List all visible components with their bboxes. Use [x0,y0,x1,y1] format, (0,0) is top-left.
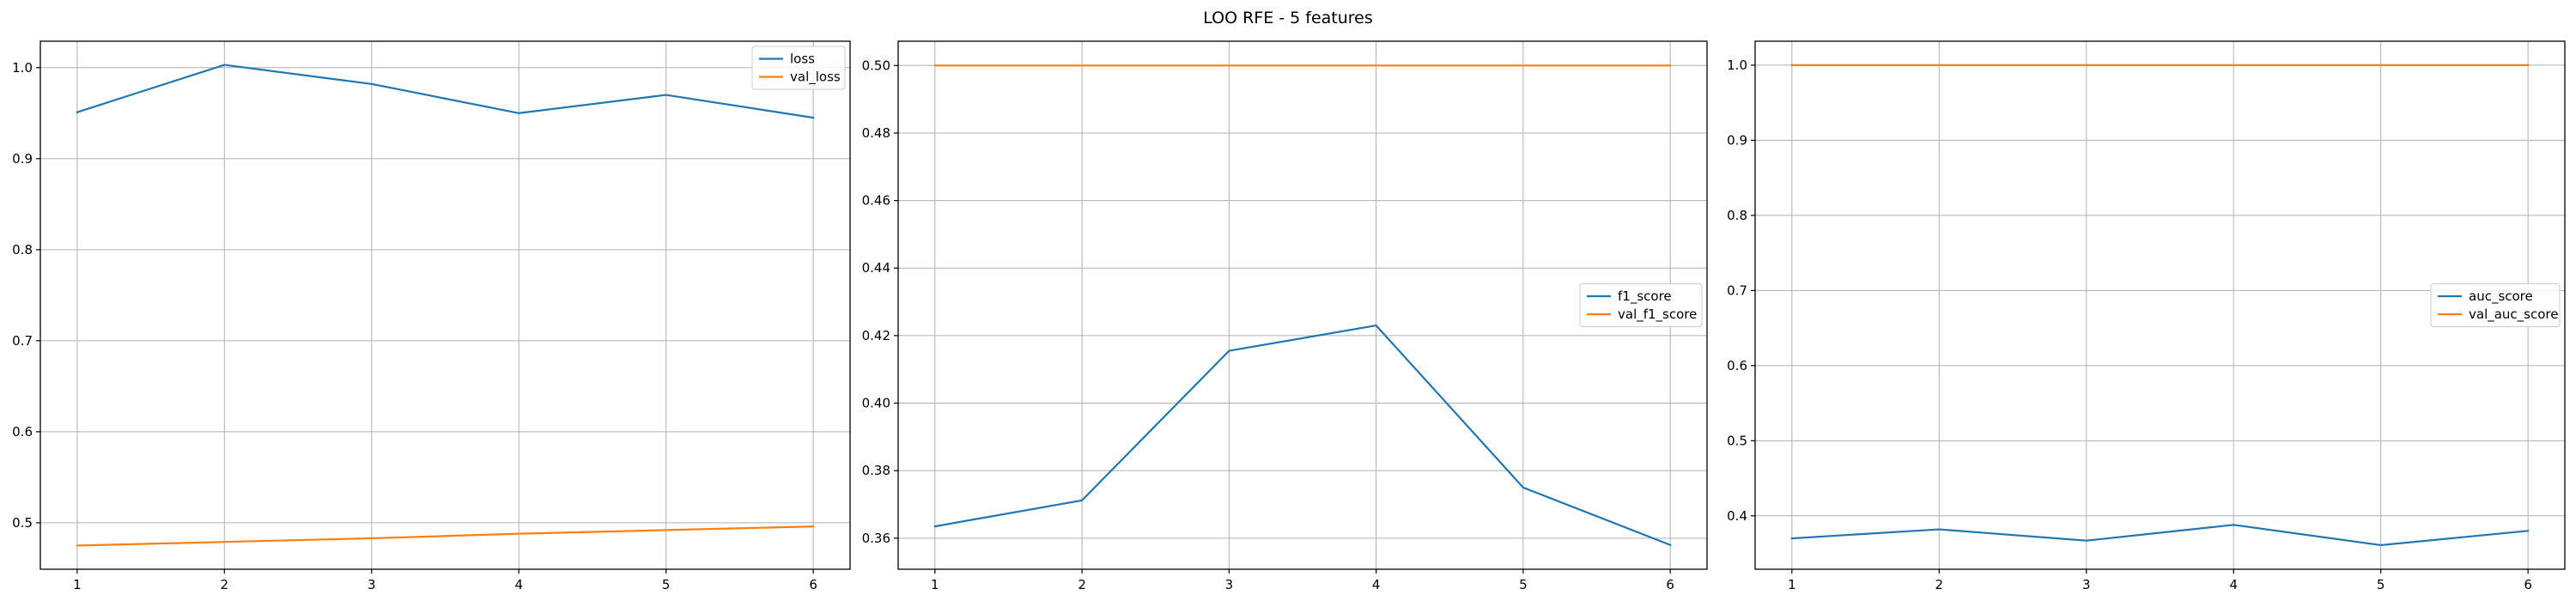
x-tick-label: 6 [2524,577,2532,592]
y-tick-label: 0.6 [1727,358,1747,373]
x-tick-label: 5 [662,577,671,592]
y-tick-label: 0.8 [1727,208,1747,223]
y-tick-label: 0.9 [12,151,33,167]
x-tick-label: 3 [2082,577,2091,592]
x-tick-label: 2 [221,577,229,592]
legend-label: val_f1_score [1618,307,1697,323]
subplots: 1 2 3 4 5 6 0.5 0.6 0.7 0.8 0.9 1.0 loss val_loss 1 2 3 4… [12,40,2566,592]
legend-label: auc_score [2469,288,2533,305]
y-tick-label: 0.42 [862,328,890,343]
series-line-loss [76,64,815,119]
y-tick-label: 1.0 [1727,58,1747,73]
legend: f1_score val_f1_score [1579,283,1703,327]
x-tick-label: 1 [931,577,939,592]
legend: loss val_loss [751,46,846,90]
axes-frame [39,40,851,570]
y-tick-label: 0.6 [12,424,33,440]
subplot-2: 1 2 3 4 5 6 0.36 0.38 0.40 0.42 0.44 0.46 0.48 0.50 f1… [862,40,1708,592]
x-tick-label: 6 [809,577,817,592]
y-tick-label: 0.5 [12,515,33,531]
grid [1755,41,2565,569]
x-tick-label: 3 [368,577,376,592]
series-line-val_loss [76,525,815,547]
legend-label: val_loss [790,70,841,86]
legend-label: val_auc_score [2469,307,2559,323]
x-tick-label: 4 [514,577,523,592]
series-line-auc_score [1790,524,2530,547]
x-tick-label: 3 [1225,577,1234,592]
legend-label: loss [790,52,815,67]
x-tick-label: 4 [1372,577,1381,592]
y-tick-label: 0.50 [862,58,890,73]
y-tick-label: 0.5 [1727,433,1747,448]
y-tick-label: 0.46 [862,193,890,209]
grid [40,41,850,569]
series-line-f1_score [933,324,1672,547]
x-tick-label: 1 [73,577,82,592]
subplot-3: 1 2 3 4 5 6 0.4 0.5 0.6 0.7 0.8 0.9 1.0 auc_score val_… [1727,40,2566,592]
legend-box [751,46,846,90]
x-tick-label: 5 [2377,577,2385,592]
x-tick-label: 4 [2229,577,2238,592]
x-tick-label: 2 [1078,577,1086,592]
axes-frame [1754,40,2566,570]
y-tick-label: 0.38 [862,463,890,478]
y-tick-label: 0.8 [12,242,33,258]
legend: auc_score val_auc_score [2430,283,2561,327]
figure-title: LOO RFE - 5 features [1203,9,1373,27]
x-tick-label: 5 [1519,577,1528,592]
x-tick-label: 1 [1788,577,1796,592]
y-tick-label: 0.48 [862,125,890,141]
y-tick-label: 0.44 [862,260,890,276]
x-tick-label: 2 [1935,577,1944,592]
y-tick-label: 1.0 [12,60,33,76]
subplot-1: 1 2 3 4 5 6 0.5 0.6 0.7 0.8 0.9 1.0 loss val_loss [12,40,851,592]
legend-label: f1_score [1618,288,1672,305]
y-tick-label: 0.9 [1727,132,1747,148]
y-tick-label: 0.40 [862,396,890,411]
legend-box [1579,283,1703,327]
y-tick-label: 0.7 [1727,282,1747,298]
x-tick-label: 6 [1666,577,1674,592]
axes-frame [897,40,1708,570]
y-tick-label: 0.36 [862,531,890,546]
y-tick-label: 0.7 [12,333,33,349]
legend-box [2430,283,2561,327]
y-tick-label: 0.4 [1727,508,1747,524]
